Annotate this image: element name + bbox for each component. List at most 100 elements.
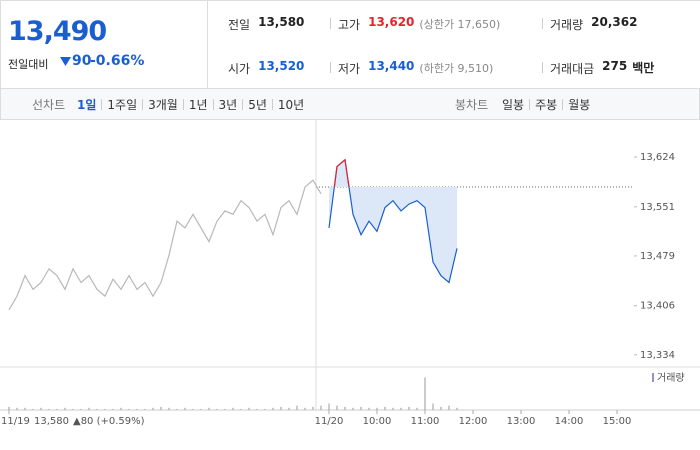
- tab-separator: [212, 99, 214, 110]
- price-line: [328, 158, 458, 284]
- volume-bar: [232, 407, 234, 410]
- x-tick-label: 15:00: [603, 416, 632, 427]
- volume-bar: [448, 405, 450, 410]
- stat-value: 275: [602, 59, 628, 73]
- x-tick-label: 11/19: [1, 416, 30, 427]
- tab-separator: [529, 99, 531, 110]
- stat-separator: [542, 18, 543, 29]
- volume-bar: [24, 407, 26, 410]
- volume-bar: [120, 407, 122, 410]
- volume-bar: [288, 407, 290, 410]
- tab-separator: [101, 99, 103, 110]
- volume-bar: [368, 407, 370, 410]
- stat-unit: 백만: [632, 61, 655, 75]
- y-tick-label: 13,479: [640, 251, 675, 262]
- tab-separator: [142, 99, 144, 110]
- stat-separator: [330, 62, 331, 73]
- period-tab[interactable]: 1일: [77, 98, 97, 112]
- volume-bar: [136, 408, 138, 410]
- candle-tab[interactable]: 일봉: [502, 98, 525, 112]
- volume-bar: [304, 407, 306, 410]
- y-tick-label: 13,551: [640, 202, 675, 213]
- legend-swatch: [652, 373, 654, 382]
- period-tab[interactable]: 1년: [188, 98, 208, 112]
- legend-label: 거래량: [657, 372, 685, 384]
- candle-tab[interactable]: 월봉: [568, 98, 591, 112]
- volume-bar: [312, 406, 314, 410]
- volume-bar: [392, 407, 394, 410]
- area-fill: [329, 159, 457, 283]
- y-tick-label: 13,406: [640, 301, 675, 312]
- tab-bar: [0, 88, 700, 120]
- tab-separator: [271, 99, 273, 110]
- x-tick-label: 11:00: [411, 416, 440, 427]
- volume-bar: [144, 408, 146, 410]
- volume-bar: [352, 407, 354, 410]
- volume-bar: [264, 408, 266, 410]
- volume-bar: [376, 407, 378, 410]
- stat-label: 거래대금: [550, 62, 595, 76]
- y-tick-label: 13,624: [640, 152, 675, 163]
- volume-bar: [208, 407, 210, 410]
- stat-label: 시가: [228, 62, 251, 76]
- stat-label: 저가: [338, 62, 361, 76]
- x-tick-label: 11/20: [315, 416, 344, 427]
- volume-bar: [328, 403, 330, 410]
- candle-chart-label: 봉차트: [455, 98, 489, 112]
- reference-change: ▲80 (+0.59%): [73, 416, 145, 427]
- x-tick-label: 10:00: [363, 416, 392, 427]
- period-tab[interactable]: 1주일: [107, 98, 138, 112]
- period-tab[interactable]: 10년: [277, 98, 305, 112]
- stat-separator: [330, 18, 331, 29]
- volume-bar: [160, 406, 162, 410]
- volume-bar: [360, 406, 362, 410]
- volume-bar: [432, 403, 434, 410]
- stat-note: (하한가 9,510): [419, 62, 494, 75]
- volume-bar: [192, 408, 194, 410]
- volume-bar: [56, 408, 58, 410]
- volume-bar: [168, 407, 170, 410]
- volume-bar: [224, 408, 226, 410]
- volume-bar: [456, 407, 458, 410]
- volume-bar: [112, 408, 114, 410]
- volume-bar: [72, 408, 74, 410]
- chart: 13,624 13,551 13,479 13,406 13,334 11/19 11/20…: [0, 120, 700, 427]
- volume-bar: [440, 406, 442, 410]
- tab-separator: [182, 99, 184, 110]
- price-line: [8, 179, 322, 311]
- volume-bar: [152, 407, 154, 410]
- stat-note: (상한가 17,650): [419, 18, 501, 31]
- volume-bar: [280, 406, 282, 410]
- tab-separator: [562, 99, 564, 110]
- change: 90: [72, 53, 92, 69]
- volume-bar: [176, 408, 178, 410]
- volume-bar: [16, 407, 18, 410]
- volume-bar: [272, 407, 274, 410]
- volume-bar: [416, 407, 418, 410]
- period-tab[interactable]: 5년: [248, 98, 267, 112]
- change-pct: -0.66%: [90, 53, 145, 69]
- stat-separator: [542, 62, 543, 73]
- stat-label: 거래량: [550, 18, 584, 32]
- volume-bar: [344, 406, 346, 410]
- period-tab[interactable]: 3개월: [148, 98, 178, 112]
- stat-label: 전일: [228, 18, 251, 32]
- volume-bar: [32, 408, 34, 410]
- volume-bar: [248, 407, 250, 410]
- volume-bar: [240, 408, 242, 410]
- volume-bar: [296, 405, 298, 410]
- volume-bar: [88, 407, 90, 410]
- stat-value: 13,580: [258, 15, 305, 29]
- stat-label: 고가: [338, 18, 361, 32]
- y-tick-label: 13,334: [640, 350, 675, 361]
- period-tab[interactable]: 3년: [218, 98, 238, 112]
- x-tick-label: 12:00: [459, 416, 488, 427]
- candle-tab[interactable]: 주봉: [535, 98, 558, 112]
- stat-value: 13,520: [258, 59, 305, 73]
- volume-bar: [256, 408, 258, 410]
- tab-separator: [242, 99, 244, 110]
- volume-bar: [320, 405, 322, 410]
- volume-bar: [200, 408, 202, 410]
- volume-bar: [184, 407, 186, 410]
